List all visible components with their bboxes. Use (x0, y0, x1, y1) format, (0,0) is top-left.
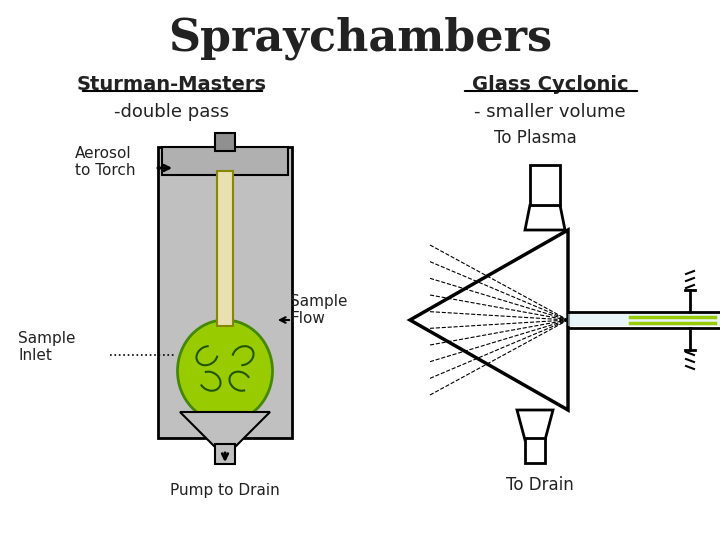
Polygon shape (525, 205, 565, 230)
Bar (217, 171, 233, 326)
Ellipse shape (178, 320, 272, 422)
Text: To Drain: To Drain (506, 476, 574, 494)
Polygon shape (180, 412, 270, 447)
FancyBboxPatch shape (158, 147, 292, 438)
Text: Sample
Inlet: Sample Inlet (18, 331, 76, 363)
Polygon shape (410, 230, 568, 410)
Text: - smaller volume: - smaller volume (474, 103, 626, 121)
Bar (215, 133, 235, 151)
Text: To Plasma: To Plasma (494, 129, 577, 147)
Polygon shape (517, 410, 553, 440)
Text: Aerosol
to Torch: Aerosol to Torch (75, 146, 135, 178)
Bar (215, 444, 235, 464)
Polygon shape (530, 165, 560, 205)
FancyBboxPatch shape (568, 314, 720, 326)
Text: Sample
Flow: Sample Flow (290, 294, 348, 326)
Text: Glass Cyclonic: Glass Cyclonic (472, 76, 629, 94)
Bar (525, 438, 545, 463)
Text: -double pass: -double pass (114, 103, 230, 121)
Text: Spraychambers: Spraychambers (168, 16, 552, 60)
Bar (162, 147, 288, 175)
Text: Pump to Drain: Pump to Drain (170, 483, 280, 497)
Text: Sturman-Masters: Sturman-Masters (77, 76, 267, 94)
